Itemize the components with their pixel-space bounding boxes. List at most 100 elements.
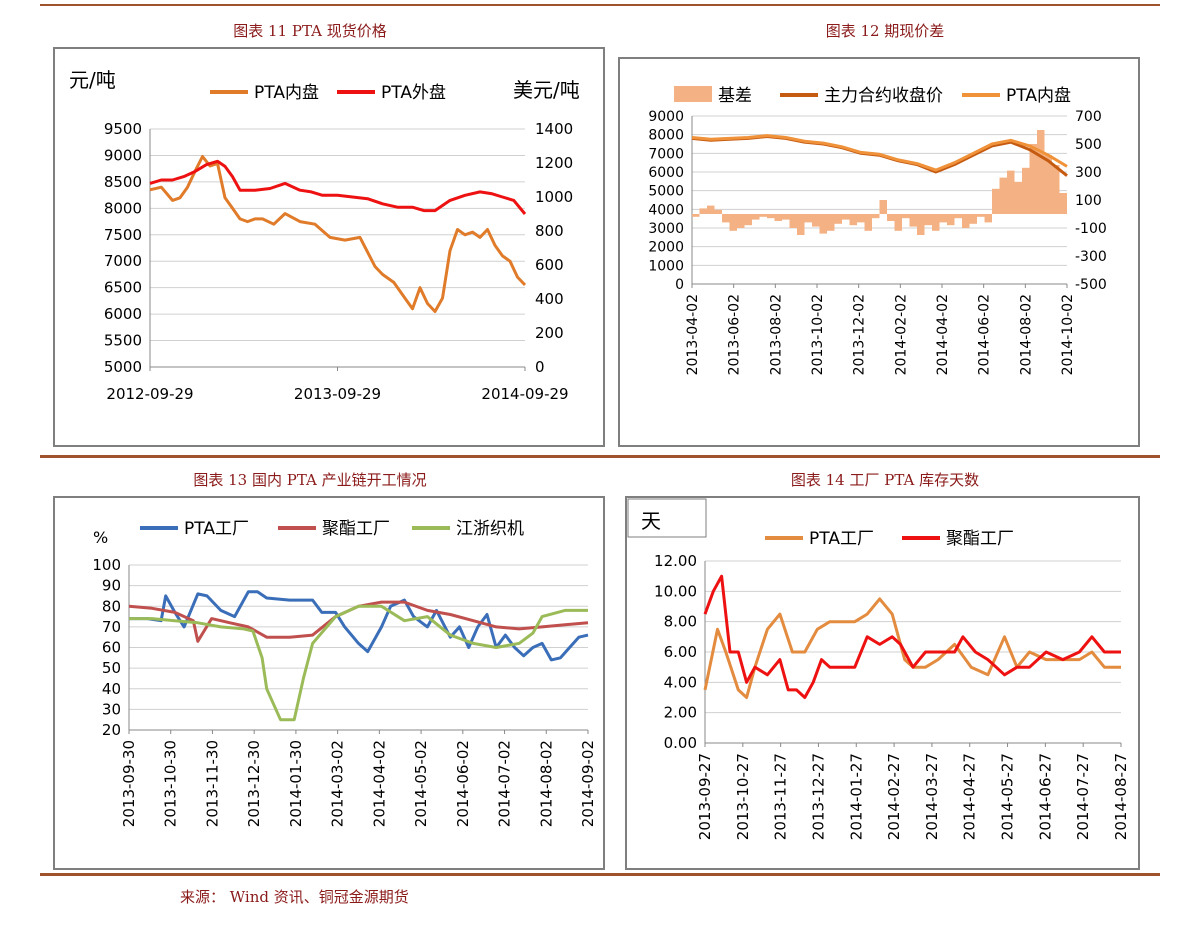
legend-label: PTA工厂 — [809, 529, 874, 549]
y-tick-label: 1000 — [648, 258, 684, 274]
area-bar — [909, 214, 917, 227]
x-tick-label: 2014-08-02 — [537, 740, 555, 827]
area-bar — [992, 188, 1000, 214]
area-bar — [932, 214, 940, 231]
y-tick-label: 6500 — [104, 279, 142, 297]
y-tick-label: 70 — [102, 618, 121, 636]
x-tick-label: 2014-04-27 — [961, 753, 979, 840]
y2-tick-label: -100 — [1075, 221, 1107, 237]
x-tick-label: 2014-04-02 — [935, 294, 951, 375]
legend-swatch — [674, 86, 712, 102]
area-bar — [1007, 170, 1015, 214]
x-tick-label: 2014-03-27 — [923, 753, 941, 840]
area-bar — [804, 214, 812, 223]
area-bar — [842, 214, 850, 220]
series-line-2 — [703, 574, 1121, 699]
y-tick-label: 60 — [102, 639, 121, 657]
area-bar — [827, 214, 835, 231]
y-tick-label: 5500 — [104, 332, 142, 350]
x-tick-label: 2013-09-30 — [120, 740, 138, 827]
area-bar — [1029, 144, 1037, 214]
series-line-3 — [691, 134, 1068, 172]
area-bar — [774, 214, 782, 221]
source-note: 来源： Wind 资讯、铜冠金源期货 — [180, 888, 409, 906]
x-tick-label: 2013-11-30 — [203, 740, 221, 827]
y-label-box — [627, 498, 707, 538]
legend-label: PTA外盘 — [381, 83, 446, 103]
y-tick-label: 9000 — [104, 146, 142, 164]
y2-tick-label: 800 — [535, 222, 564, 240]
y2-tick-label: 400 — [535, 290, 564, 308]
y2-tick-label: -300 — [1075, 249, 1107, 265]
x-tick-label: 2013-12-30 — [245, 740, 263, 827]
x-tick-label: 2014-04-02 — [370, 740, 388, 827]
area-bar — [707, 205, 715, 214]
y-tick-label: 7000 — [104, 252, 142, 270]
x-tick-label: 2013-12-02 — [852, 294, 868, 375]
bottom-rule — [40, 873, 1160, 876]
y-tick-label: 12.00 — [654, 552, 697, 570]
x-tick-label: 2013-09-27 — [696, 753, 714, 840]
legend-label: 聚酯工厂 — [946, 529, 1014, 549]
y2-axis-label: 美元/吨 — [513, 78, 580, 102]
y-tick-label: 7500 — [104, 226, 142, 244]
area-bar — [812, 214, 820, 227]
y-tick-label: 5000 — [648, 184, 684, 200]
area-bar — [797, 214, 805, 235]
area-bar — [924, 214, 932, 226]
y2-tick-label: 1400 — [535, 120, 573, 138]
figure-13-title: 图表 13 国内 PTA 产业链开工情况 — [193, 471, 427, 489]
area-bar — [954, 214, 962, 219]
area-bar — [834, 214, 842, 224]
series-line-1 — [129, 590, 589, 662]
area-bar — [1052, 165, 1060, 214]
y2-tick-label: 600 — [535, 256, 564, 274]
area-bar — [1014, 181, 1022, 214]
area-bar — [894, 214, 902, 231]
y-axis-label: % — [93, 528, 108, 547]
y-tick-label: 100 — [92, 556, 121, 574]
y2-tick-label: 500 — [1075, 137, 1102, 153]
x-tick-label: 2013-04-02 — [685, 294, 701, 375]
area-bar — [782, 214, 790, 220]
area-bar — [969, 214, 977, 224]
legend-label: 聚酯工厂 — [322, 519, 390, 539]
area-bar — [857, 214, 865, 223]
area-bar — [864, 214, 872, 231]
y-axis-label: 天 — [641, 509, 661, 533]
figure-11-title: 图表 11 PTA 现货价格 — [233, 22, 387, 40]
area-bar — [752, 214, 760, 220]
y-tick-label: 40 — [102, 680, 121, 698]
x-tick-label: 2014-06-02 — [454, 740, 472, 827]
y-tick-label: 4000 — [648, 202, 684, 218]
area-bar — [722, 214, 730, 223]
x-tick-label: 2013-10-02 — [810, 294, 826, 375]
chart-13-panel: 20 30 40 50 60 70 80 90 100 2013-09-30 2013-10-30 2… — [53, 496, 605, 870]
y2-tick-label: 1200 — [535, 154, 573, 172]
series-line-2 — [149, 159, 527, 215]
x-tick-label: 2012-09-29 — [106, 385, 193, 403]
figure-14-title: 图表 14 工厂 PTA 库存天数 — [790, 471, 980, 489]
top-rule — [40, 4, 1160, 6]
x-tick-label: 2013-10-27 — [734, 753, 752, 840]
x-tick-label: 2014-09-29 — [481, 385, 568, 403]
y2-tick-label: 100 — [1075, 193, 1102, 209]
area-bar — [887, 214, 895, 221]
y-tick-label: 8500 — [104, 173, 142, 191]
y2-tick-label: 200 — [535, 324, 564, 342]
x-tick-label: 2013-06-02 — [727, 294, 743, 375]
legend-label: PTA工厂 — [184, 519, 249, 539]
legend-label: PTA内盘 — [1006, 86, 1071, 106]
y-tick-label: 2000 — [648, 240, 684, 256]
y-tick-label: 7000 — [648, 146, 684, 162]
area-bar — [879, 200, 887, 214]
y-tick-label: 0 — [675, 277, 684, 293]
y-tick-label: 90 — [102, 577, 121, 595]
area-bar — [977, 214, 985, 217]
chart-11-panel: 5000 5500 6000 6500 7000 7500 8000 8500 9000 9500… — [53, 47, 605, 447]
legend-label: 主力合约收盘价 — [824, 86, 943, 106]
series-line-1 — [149, 155, 527, 313]
area-bar — [947, 214, 955, 226]
area-bar — [917, 214, 925, 235]
chart-13-svg: 20 30 40 50 60 70 80 90 100 2013-09-30 2013-10-30 2… — [92, 519, 597, 827]
